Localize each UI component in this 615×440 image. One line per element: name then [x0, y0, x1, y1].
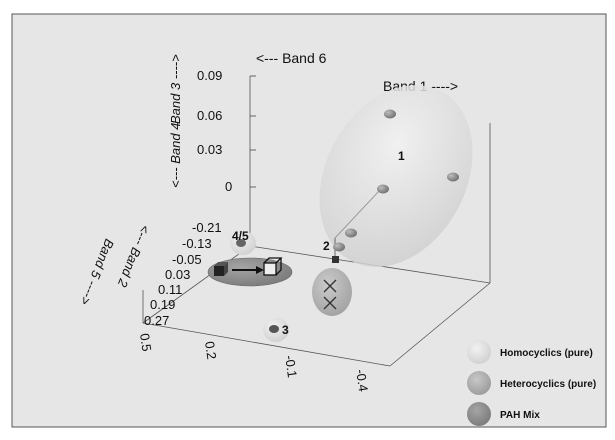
depth-tick-label: 0.03 — [165, 267, 190, 282]
cluster-4-5-point — [236, 239, 246, 247]
cluster-1-point — [345, 228, 357, 238]
plot-background — [11, 13, 607, 428]
solid-cube-marker — [214, 262, 228, 276]
cluster-4-5-label: 4/5 — [232, 229, 249, 243]
legend-label: Heterocyclics (pure) — [500, 379, 596, 390]
drop-line — [334, 189, 381, 239]
legend: Homocyclics (pure) Heterocyclics (pure) … — [467, 340, 596, 426]
legend-label: PAH Mix — [500, 410, 540, 421]
cluster-2-point — [333, 242, 345, 252]
legend-item: Heterocyclics (pure) — [467, 371, 596, 395]
legend-label: Homocyclics (pure) — [500, 348, 593, 359]
depth-tick-label: 0.27 — [144, 313, 169, 328]
vertical-tick-marks — [250, 75, 256, 188]
vertical-tick-label: 0 — [225, 179, 232, 194]
cluster-2-marker — [332, 256, 339, 263]
depth-tick-label: 0.19 — [150, 297, 175, 312]
vertical-axis-bottom-label: <--- Band 4 — [168, 123, 183, 188]
floor-tick-label: -0.1 — [282, 354, 300, 378]
cluster-1-point — [447, 172, 459, 182]
cluster-2-cross-marks — [323, 279, 337, 310]
legend-swatch — [467, 371, 491, 395]
vertical-tick-label: 0.06 — [197, 108, 222, 123]
floor-tick-label: 0.2 — [202, 340, 219, 360]
transition-arrow-head — [256, 266, 264, 274]
cluster-1-point — [384, 109, 396, 119]
vertical-tick-label: 0.09 — [197, 68, 222, 83]
cluster-3-label: 3 — [282, 323, 289, 337]
floor-tick-label: -0.4 — [353, 368, 371, 392]
cluster-1-point — [377, 184, 389, 194]
cluster-2-label: 2 — [323, 239, 330, 253]
vertical-axis-top-label: Band 3 ----> — [168, 54, 183, 124]
cluster-1-label: 1 — [398, 149, 405, 163]
vertical-tick-label: 0.03 — [197, 142, 222, 157]
depth-tick-label: -0.05 — [172, 252, 202, 267]
legend-item: PAH Mix — [467, 402, 540, 426]
legend-swatch — [467, 402, 491, 426]
legend-swatch — [467, 340, 491, 364]
cluster-3-point — [269, 325, 279, 333]
cluster-2-ellipse — [312, 268, 352, 316]
depth-tick-label: 0.11 — [158, 282, 182, 297]
floor-tick-label: 0.5 — [137, 332, 154, 352]
hollow-cube-marker — [263, 257, 283, 276]
back-axis-left-label: <--- Band 6 — [256, 50, 327, 66]
cluster-1-ellipse — [319, 85, 473, 267]
vertical-axis-title: <--- Band 4 Band 3 ----> — [168, 54, 183, 188]
depth-tick-label: -0.21 — [192, 220, 222, 235]
legend-item: Homocyclics (pure) — [467, 340, 593, 364]
depth-tick-label: -0.13 — [182, 236, 212, 251]
